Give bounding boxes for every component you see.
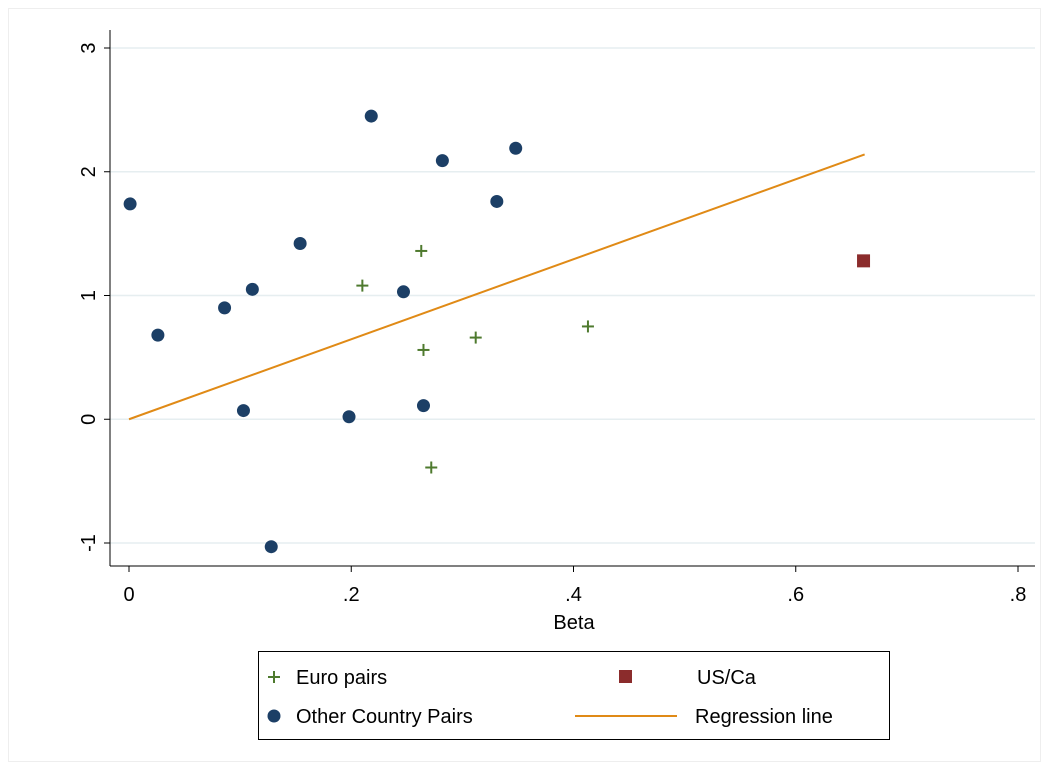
x-tick-label: .8	[1010, 584, 1027, 606]
y-tick-label: 0	[78, 414, 100, 425]
legend: Euro pairs Other Country Pairs US/Ca Reg…	[258, 651, 890, 740]
legend-marker-other-country-pairs	[267, 709, 281, 723]
point-us-ca	[857, 254, 871, 268]
point-other-country-pairs	[123, 197, 137, 211]
point-other-country-pairs	[435, 154, 449, 168]
point-other-country-pairs	[151, 328, 165, 342]
x-ticks: 0 .2 .4 .6 .8	[123, 566, 1026, 606]
outer-border	[8, 8, 1041, 762]
legend-item-other-country-pairs: Other Country Pairs	[267, 706, 473, 728]
point-other-country-pairs	[293, 237, 307, 251]
x-tick-label: 0	[123, 584, 134, 606]
data-points	[123, 109, 871, 554]
x-tick-label: .4	[565, 584, 582, 606]
regression-line	[128, 153, 865, 421]
x-tick-label: .6	[787, 584, 804, 606]
y-ticks: -1 0 1 2 3	[78, 42, 110, 552]
point-euro-pairs	[415, 244, 428, 257]
regression-series	[128, 153, 865, 421]
legend-item-regression-line: Regression line	[575, 706, 833, 728]
point-other-country-pairs	[236, 404, 250, 418]
point-other-country-pairs	[218, 301, 232, 315]
point-other-country-pairs	[416, 399, 430, 413]
point-other-country-pairs	[509, 141, 523, 155]
y-tick-label: 2	[78, 166, 100, 177]
y-tick-label: -1	[78, 534, 100, 552]
point-other-country-pairs	[342, 410, 356, 424]
legend-item-us-ca: US/Ca	[619, 667, 757, 689]
gridlines	[110, 47, 1035, 544]
legend-label-euro-pairs: Euro pairs	[296, 667, 387, 689]
point-euro-pairs	[469, 331, 482, 344]
point-euro-pairs	[425, 461, 438, 474]
point-other-country-pairs	[245, 282, 259, 296]
y-tick-label: 1	[78, 290, 100, 301]
legend-box	[258, 651, 890, 740]
point-other-country-pairs	[490, 194, 504, 208]
legend-label-us-ca: US/Ca	[697, 667, 757, 689]
point-euro-pairs	[417, 343, 430, 356]
point-euro-pairs	[581, 320, 594, 333]
x-axis-title: Beta	[553, 612, 595, 634]
legend-label-other-country-pairs: Other Country Pairs	[296, 706, 473, 728]
point-other-country-pairs	[364, 109, 378, 123]
legend-marker-us-ca	[619, 670, 632, 683]
legend-item-euro-pairs: Euro pairs	[268, 667, 387, 689]
point-other-country-pairs	[264, 540, 278, 554]
legend-marker-euro-pairs	[268, 671, 280, 683]
legend-label-regression-line: Regression line	[695, 706, 833, 728]
point-other-country-pairs	[396, 285, 410, 299]
axes	[109, 30, 1035, 567]
point-euro-pairs	[356, 279, 369, 292]
y-tick-label: 3	[78, 42, 100, 53]
x-tick-label: .2	[343, 584, 360, 606]
